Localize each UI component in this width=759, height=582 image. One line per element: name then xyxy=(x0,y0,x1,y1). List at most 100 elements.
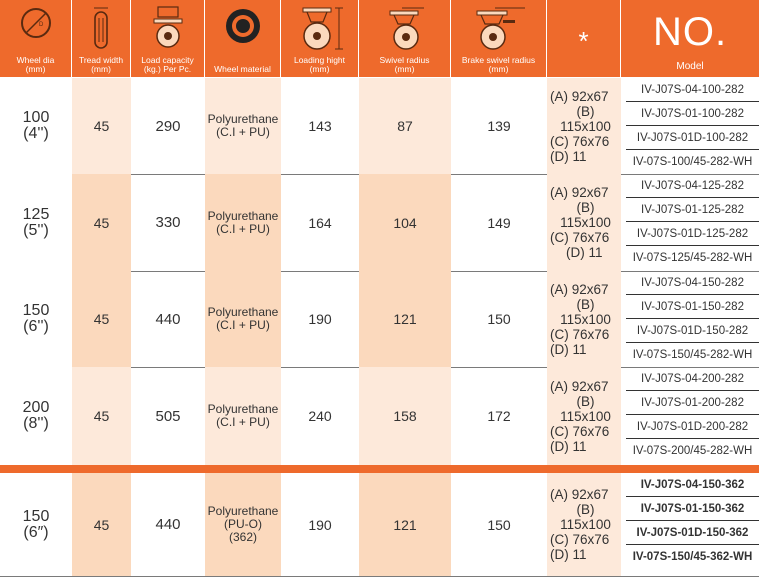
dimension-line: (D) 11 xyxy=(550,438,587,454)
header-wheel-material-label: Wheel material xyxy=(214,64,271,74)
model-number: IV-J07S-01-125-282 xyxy=(626,198,759,222)
wheel-material-name: Polyurethane xyxy=(207,504,279,518)
header-loading-height: Loading hight (mm) xyxy=(281,0,359,77)
wheel-dia-inch: (6″) xyxy=(23,523,49,541)
dimension-line: (C) 76x76 xyxy=(550,423,610,439)
header-load-capacity-label: Load capacity (kg.) Per Pc. xyxy=(141,55,194,74)
loading-height-icon xyxy=(293,6,347,57)
header-brake-swivel-radius-label: Brake swivel radius (mm) xyxy=(461,55,536,74)
plate-dimensions-cell: (A) 92x67 (B) 115x100 (C) 76x76 (D) 11 xyxy=(547,78,621,174)
dimension-line: (C) 76x76 xyxy=(550,326,610,342)
load-capacity-cell: 505 xyxy=(155,407,181,425)
wheel-material-cell: Polyurethane (C.I + PU) xyxy=(205,78,281,174)
model-number: IV-J07S-04-150-362 xyxy=(626,473,759,497)
model-list-cell: IV-J07S-04-150-282 IV-J07S-01-150-282 IV-J… xyxy=(621,271,759,367)
dimension-line: (A) 92x67 xyxy=(550,281,609,297)
table-row-group: 200 (8'') 45 505 Polyurethane (C.I + PU) 240 15… xyxy=(0,367,759,466)
model-number: IV-J07S-01D-150-282 xyxy=(626,319,759,343)
dimension-line: (B) 115x100 xyxy=(560,393,611,424)
wheel-dia-mm: 125 xyxy=(22,205,50,223)
wheel-diameter-icon: D xyxy=(19,6,53,45)
wheel-dia-mm: 150 xyxy=(22,302,50,319)
brake-swivel-radius-cell: 150 xyxy=(487,516,511,533)
wheel-dia-inch: (6'') xyxy=(23,318,49,335)
model-number: IV-J07S-01-150-282 xyxy=(626,295,759,319)
model-number: IV-07S-200/45-282-WH xyxy=(632,445,753,457)
plate-dimensions-cell: (A) 92x67 (B) 115x100 (C) 76x76 (D) 11 xyxy=(547,367,621,465)
header-wheel-material: Wheel material xyxy=(205,0,281,77)
load-capacity-cell: 290 xyxy=(155,117,181,135)
wheel-material-cell: Polyurethane (C.I + PU) xyxy=(205,271,281,367)
brake-swivel-radius-icon xyxy=(469,6,529,57)
header-star: * xyxy=(547,0,621,77)
wheel-material-type: (PU-O) xyxy=(224,517,262,531)
dimension-line: (C) 76x76 xyxy=(550,230,610,245)
model-number: IV-J07S-04-125-282 xyxy=(626,174,759,198)
loading-height-cell: 240 xyxy=(308,408,332,424)
wheel-dia-inch: (8'') xyxy=(23,415,49,432)
loading-height-cell: 190 xyxy=(308,311,332,327)
wheel-material-name: Polyurethane xyxy=(207,112,279,126)
dimension-line: (B) 115x100 xyxy=(560,103,611,134)
brake-swivel-radius-cell: 172 xyxy=(487,408,511,424)
dimension-line: (D) 11 xyxy=(566,245,603,260)
wheel-material-icon xyxy=(223,6,263,51)
brake-swivel-radius-cell: 149 xyxy=(487,214,511,231)
model-number: IV-J07S-04-150-282 xyxy=(626,271,759,295)
wheel-material-name: Polyurethane xyxy=(207,208,279,223)
wheel-material-type: (C.I + PU) xyxy=(216,221,270,236)
model-number: IV-J07S-01-150-362 xyxy=(626,497,759,521)
header-star-symbol: * xyxy=(578,26,589,56)
model-number: IV-J07S-01D-150-362 xyxy=(626,521,759,545)
dimension-line: (B) 115x100 xyxy=(560,296,611,327)
dimension-line: (A) 92x67 xyxy=(550,487,609,502)
wheel-dia-inch: (5'') xyxy=(23,221,49,239)
wheel-dia-cell: 150 (6″) xyxy=(0,473,72,576)
wheel-dia-cell: 150 (6'') xyxy=(0,271,72,367)
header-loading-height-label: Loading hight (mm) xyxy=(293,55,346,74)
dimension-line: (D) 11 xyxy=(550,547,587,562)
dimension-line: (B) 115x100 xyxy=(560,200,611,230)
model-number: IV-J07S-01D-125-282 xyxy=(626,222,759,246)
swivel-radius-cell: 158 xyxy=(359,367,451,465)
wheel-dia-cell: 100 (4'') xyxy=(0,78,72,174)
model-list-cell: IV-J07S-04-150-362 IV-J07S-01-150-362 IV-J… xyxy=(621,473,759,576)
header-model-label: Model xyxy=(676,61,704,72)
tread-width-cell: 45 xyxy=(72,271,131,367)
model-number: IV-J07S-01-200-282 xyxy=(626,391,759,415)
brake-swivel-radius-cell: 139 xyxy=(487,118,511,134)
header-wheel-dia-label: Wheel dia (mm) xyxy=(16,55,55,74)
wheel-material-type: (C.I + PU) xyxy=(216,318,270,332)
header-load-capacity: Load capacity (kg.) Per Pc. xyxy=(131,0,205,77)
model-number: IV-J07S-01-100-282 xyxy=(626,102,759,126)
header-wheel-dia: D Wheel dia (mm) xyxy=(0,0,72,77)
model-number: IV-07S-125/45-282-WH xyxy=(632,252,753,264)
table-row-group: 125 (5'') 45 330 Polyurethane (C.I + PU) 164 10… xyxy=(0,174,759,272)
plate-dimensions-cell: (A) 92x67 (B) 115x100 (C) 76x76 (D) 11 xyxy=(547,271,621,367)
model-list-cell: IV-J07S-04-100-282 IV-J07S-01-100-282 IV-J… xyxy=(621,78,759,174)
header-no-label: NO. xyxy=(652,10,728,54)
plate-dimensions-cell: (A) 92x67 (B) 115x100 (C) 76x76 (D) 11 xyxy=(547,174,621,271)
dimension-line: (C) 76x76 xyxy=(550,532,610,547)
loading-height-cell: 143 xyxy=(308,118,332,134)
swivel-radius-icon xyxy=(380,6,430,57)
wheel-dia-cell: 125 (5'') xyxy=(0,174,72,271)
load-capacity-cell: 440 xyxy=(155,310,181,328)
swivel-radius-cell: 121 xyxy=(359,271,451,367)
tread-width-cell: 45 xyxy=(72,367,131,465)
load-capacity-cell: 440 xyxy=(155,516,181,533)
load-weight-icon xyxy=(146,6,190,55)
load-capacity-cell: 330 xyxy=(155,214,181,231)
model-list-cell: IV-J07S-04-200-282 IV-J07S-01-200-282 IV-J… xyxy=(621,367,759,465)
dimension-line: (D) 11 xyxy=(550,148,587,164)
model-number: IV-J07S-01D-100-282 xyxy=(626,126,759,150)
model-number: IV-J07S-04-200-282 xyxy=(626,367,759,391)
dimension-line: (A) 92x67 xyxy=(550,88,609,104)
dimension-line: (B) 115x100 xyxy=(560,502,611,532)
wheel-dia-inch: (4'') xyxy=(23,125,49,142)
loading-height-cell: 164 xyxy=(308,214,332,231)
wheel-material-code: (362) xyxy=(228,530,257,544)
header-swivel-radius-label: Swivel radius (mm) xyxy=(379,55,430,74)
loading-height-cell: 190 xyxy=(308,516,332,533)
